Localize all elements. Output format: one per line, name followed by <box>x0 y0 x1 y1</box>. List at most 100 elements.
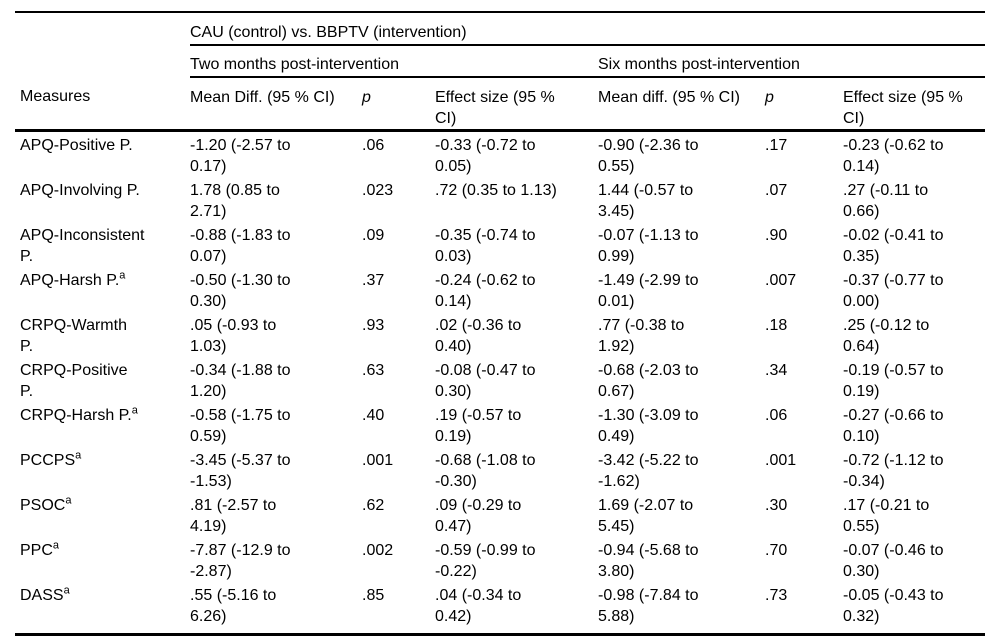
p-2m-cell: .62 <box>362 497 385 514</box>
mean-diff-2m-cell: -0.88 (-1.83 to 0.07) <box>190 227 291 265</box>
table-body: APQ-Positive P. -1.20 (-2.57 to 0.17) .06 -… <box>15 131 985 635</box>
mean-diff-2m-cell: -1.20 (-2.57 to 0.17) <box>190 137 291 175</box>
mean-diff-6m-cell: -0.90 (-2.36 to 0.55) <box>598 137 699 175</box>
effect-size-6m-cell: -0.72 (-1.12 to -0.34) <box>843 452 944 490</box>
subgroup-header-six-months: Six months post-intervention <box>598 45 986 78</box>
effect-size-2m-cell: .72 (0.35 to 1.13) <box>435 182 557 199</box>
measure-cell: CRPQ-Positive P. <box>20 362 128 400</box>
effect-size-6m-cell: -0.05 (-0.43 to 0.32) <box>843 587 944 625</box>
p-6m-cell: .007 <box>765 272 797 289</box>
effect-size-6m-cell: -0.27 (-0.66 to 0.10) <box>843 407 944 445</box>
p-2m-cell: .85 <box>362 587 385 604</box>
col-header-mean-diff-6m: Mean diff. (95 % CI) <box>598 77 765 132</box>
measure-cell: APQ-Involving P. <box>20 182 140 199</box>
mean-diff-6m-cell: -0.68 (-2.03 to 0.67) <box>598 362 699 400</box>
effect-size-2m-cell: -0.33 (-0.72 to 0.05) <box>435 137 536 175</box>
effect-size-2m-cell: -0.24 (-0.62 to 0.14) <box>435 272 536 310</box>
p-6m-cell: .34 <box>765 362 788 379</box>
effect-size-2m-cell: .09 (-0.29 to 0.47) <box>435 497 522 535</box>
effect-size-2m-cell: -0.08 (-0.47 to 0.30) <box>435 362 536 400</box>
table-row: CRPQ-Harsh P.a -0.58 (-1.75 to 0.59) .40 .1… <box>15 402 985 447</box>
mean-diff-2m-cell: -0.50 (-1.30 to 0.30) <box>190 272 291 310</box>
p-2m-cell: .93 <box>362 317 385 334</box>
footnote-marker: a <box>63 584 70 597</box>
subgroup-header-row: Two months post-intervention Six months … <box>15 45 986 78</box>
p-2m-cell: .09 <box>362 227 385 244</box>
effect-size-6m-cell: .17 (-0.21 to 0.55) <box>843 497 930 535</box>
p-2m-cell: .002 <box>362 542 394 559</box>
mean-diff-6m-cell: .77 (-0.38 to 1.92) <box>598 317 685 355</box>
table-row: PSOCa .81 (-2.57 to 4.19) .62 .09 (-0.29 to… <box>15 492 985 537</box>
mean-diff-6m-cell: -0.07 (-1.13 to 0.99) <box>598 227 699 265</box>
measure-cell: APQ-Positive P. <box>20 137 133 154</box>
group-header: CAU (control) vs. BBPTV (intervention) <box>190 12 986 46</box>
measure-cell: PSOCa <box>20 494 72 514</box>
mean-diff-2m-cell: .55 (-5.16 to 6.26) <box>190 587 277 625</box>
mean-diff-6m-cell: 1.69 (-2.07 to 5.45) <box>598 497 694 535</box>
mean-diff-2m-cell: -0.58 (-1.75 to 0.59) <box>190 407 291 445</box>
p-6m-cell: .70 <box>765 542 788 559</box>
footnote-marker: a <box>65 494 72 507</box>
mean-diff-2m-cell: 1.78 (0.85 to 2.71) <box>190 182 280 220</box>
footnote-marker: a <box>52 539 60 552</box>
p-6m-cell: .90 <box>765 227 788 244</box>
measure-cell: CRPQ-Warmth P. <box>20 317 127 355</box>
measure-cell: DASSa <box>20 584 70 604</box>
p-2m-cell: .40 <box>362 407 385 424</box>
footnote-marker: a <box>119 269 126 282</box>
table-row: CRPQ-Positive P. -0.34 (-1.88 to 1.20) .63… <box>15 357 985 402</box>
table-row: APQ-Involving P. 1.78 (0.85 to 2.71) .023.… <box>15 177 985 222</box>
col-header-effect-size-6m: Effect size (95 % CI) <box>843 77 986 132</box>
measure-cell: CRPQ-Harsh P.a <box>20 404 138 424</box>
effect-size-2m-cell: .02 (-0.36 to 0.40) <box>435 317 522 355</box>
group-header-row: CAU (control) vs. BBPTV (intervention) <box>15 12 986 46</box>
measure-cell: PPCa <box>20 539 60 559</box>
p-2m-cell: .63 <box>362 362 385 379</box>
table-row: APQ-Positive P. -1.20 (-2.57 to 0.17) .06 -… <box>15 131 985 178</box>
effect-size-2m-cell: -0.59 (-0.99 to -0.22) <box>435 542 536 580</box>
table-row: APQ-Inconsistent P. -0.88 (-1.83 to 0.07)… <box>15 222 985 267</box>
measure-cell: PCCPSa <box>20 449 82 469</box>
p-2m-cell: .06 <box>362 137 385 154</box>
col-header-effect-size-2m: Effect size (95 % CI) <box>435 77 598 132</box>
effect-size-6m-cell: -0.37 (-0.77 to 0.00) <box>843 272 944 310</box>
effect-size-6m-cell: .25 (-0.12 to 0.64) <box>843 317 930 355</box>
effect-size-2m-cell: .19 (-0.57 to 0.19) <box>435 407 522 445</box>
mean-diff-2m-cell: -7.87 (-12.9 to -2.87) <box>190 542 291 580</box>
mean-diff-6m-cell: -0.98 (-7.84 to 5.88) <box>598 587 699 625</box>
effect-size-2m-cell: .04 (-0.34 to 0.42) <box>435 587 522 625</box>
effect-size-6m-cell: -0.19 (-0.57 to 0.19) <box>843 362 944 400</box>
mean-diff-2m-cell: .05 (-0.93 to 1.03) <box>190 317 277 355</box>
measure-cell: APQ-Harsh P.a <box>20 269 126 289</box>
p-2m-cell: .001 <box>362 452 394 469</box>
measure-cell: APQ-Inconsistent P. <box>20 227 145 265</box>
p-6m-cell: .06 <box>765 407 788 424</box>
col-header-mean-diff-2m: Mean Diff. (95 % CI) <box>190 77 362 132</box>
header-spacer <box>15 12 190 45</box>
mean-diff-2m-cell: -0.34 (-1.88 to 1.20) <box>190 362 291 400</box>
p-6m-cell: .18 <box>765 317 788 334</box>
subgroup-header-two-months: Two months post-intervention <box>190 45 598 78</box>
mean-diff-6m-cell: -1.30 (-3.09 to 0.49) <box>598 407 699 445</box>
mean-diff-6m-cell: -1.49 (-2.99 to 0.01) <box>598 272 699 310</box>
p-6m-cell: .001 <box>765 452 797 469</box>
effect-size-6m-cell: .27 (-0.11 to 0.66) <box>843 182 929 220</box>
effect-size-6m-cell: -0.07 (-0.46 to 0.30) <box>843 542 944 580</box>
p-6m-cell: .17 <box>765 137 788 154</box>
header-spacer <box>15 45 190 77</box>
effect-size-6m-cell: -0.23 (-0.62 to 0.14) <box>843 137 944 175</box>
p-6m-cell: .73 <box>765 587 788 604</box>
col-header-measures: Measures <box>15 77 190 132</box>
table-row: DASSa .55 (-5.16 to 6.26) .85 .04 (-0.34 to… <box>15 582 985 635</box>
col-header-p-2m: p <box>362 77 435 132</box>
table-row: APQ-Harsh P.a -0.50 (-1.30 to 0.30) .37 -0.… <box>15 267 985 312</box>
column-header-row: Measures Mean Diff. (95 % CI) p Effect s… <box>15 77 986 132</box>
table-header: CAU (control) vs. BBPTV (intervention) T… <box>15 12 986 132</box>
col-header-p-6m: p <box>765 77 843 132</box>
table-row: PPCa -7.87 (-12.9 to -2.87) .002 -0.59 (-0.… <box>15 537 985 582</box>
footnote-marker: a <box>75 449 82 462</box>
mean-diff-6m-cell: -0.94 (-5.68 to 3.80) <box>598 542 699 580</box>
mean-diff-2m-cell: .81 (-2.57 to 4.19) <box>190 497 277 535</box>
p-2m-cell: .023 <box>362 182 394 199</box>
